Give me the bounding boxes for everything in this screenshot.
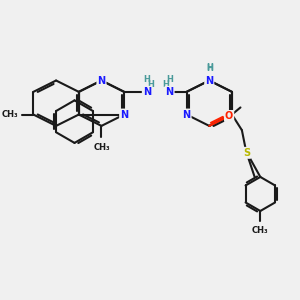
Text: N: N: [166, 87, 174, 97]
Text: H: H: [166, 75, 173, 84]
Text: N: N: [120, 110, 128, 119]
Text: N: N: [120, 110, 128, 119]
Text: S: S: [243, 148, 250, 158]
Text: N: N: [143, 87, 151, 97]
Text: H: H: [162, 80, 169, 89]
Text: H: H: [143, 75, 150, 84]
Text: N: N: [98, 76, 106, 85]
Text: CH₃: CH₃: [1, 110, 18, 119]
Text: CH₃: CH₃: [252, 226, 268, 235]
Text: N: N: [98, 76, 106, 85]
Text: N: N: [205, 76, 213, 85]
Text: H: H: [206, 63, 213, 72]
Text: N: N: [205, 76, 213, 85]
Text: H: H: [206, 64, 213, 73]
Text: N: N: [143, 87, 151, 97]
Text: H: H: [148, 80, 154, 89]
Text: S: S: [243, 148, 250, 158]
Text: O: O: [225, 111, 233, 121]
Text: CH₃: CH₃: [93, 143, 110, 152]
Text: N: N: [182, 110, 190, 119]
Text: N: N: [182, 110, 190, 119]
Text: O: O: [225, 111, 233, 121]
Text: N: N: [166, 87, 174, 97]
